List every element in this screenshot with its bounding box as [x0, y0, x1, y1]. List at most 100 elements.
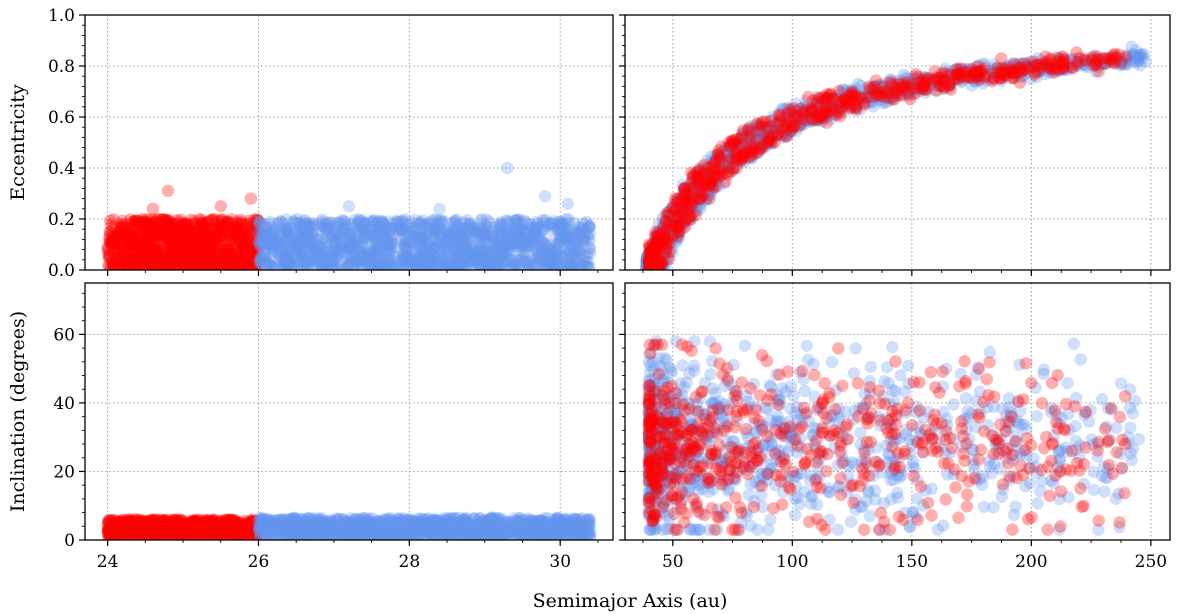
data-point	[238, 236, 252, 249]
data-point	[537, 221, 551, 234]
data-point	[153, 263, 166, 270]
data-point	[249, 251, 262, 264]
data-point	[297, 235, 311, 248]
data-point	[249, 254, 262, 267]
data-point	[374, 259, 388, 270]
data-point	[726, 135, 739, 148]
data-point	[195, 227, 208, 240]
data-point	[250, 228, 263, 241]
data-point	[488, 256, 501, 269]
data-point	[221, 216, 234, 229]
data-point	[171, 249, 185, 262]
data-point	[234, 221, 248, 235]
data-point	[145, 230, 158, 243]
data-point	[252, 263, 265, 270]
data-point	[172, 227, 185, 240]
data-point	[753, 124, 766, 137]
data-point	[412, 231, 426, 244]
data-point	[214, 229, 227, 242]
data-point	[306, 227, 319, 240]
data-point	[248, 213, 261, 226]
data-point	[371, 236, 384, 249]
data-point	[192, 220, 205, 234]
data-point	[223, 234, 236, 247]
data-point	[179, 230, 193, 243]
data-point	[243, 243, 256, 256]
data-point	[212, 259, 226, 270]
data-point	[159, 259, 172, 270]
data-point	[240, 254, 253, 267]
data-point	[247, 261, 260, 270]
data-point	[131, 235, 144, 248]
data-point	[164, 256, 178, 269]
data-point	[201, 236, 215, 249]
data-point	[484, 249, 497, 262]
data-point	[509, 220, 522, 233]
data-point	[229, 224, 242, 237]
data-point	[203, 252, 217, 265]
data-point	[202, 241, 216, 254]
data-point	[179, 241, 193, 254]
data-point	[226, 262, 239, 270]
data-point	[174, 241, 188, 255]
data-point	[130, 261, 143, 270]
data-point	[220, 239, 234, 252]
data-point	[123, 245, 136, 258]
data-point	[224, 224, 237, 237]
data-point	[562, 237, 576, 250]
data-point	[149, 224, 162, 237]
data-point	[519, 224, 532, 237]
data-point	[346, 237, 360, 250]
data-point	[130, 263, 144, 270]
data-point	[169, 223, 182, 237]
data-point	[353, 224, 366, 238]
data-point	[237, 239, 250, 252]
data-point	[200, 244, 213, 258]
data-point	[218, 229, 231, 242]
data-point	[176, 263, 190, 270]
data-point	[107, 261, 120, 270]
data-point	[222, 231, 235, 244]
data-point	[156, 251, 169, 265]
data-point	[129, 214, 142, 227]
data-point	[115, 248, 128, 261]
data-point	[146, 224, 160, 237]
data-point	[238, 259, 252, 270]
data-point	[175, 235, 188, 249]
data-point	[227, 227, 240, 240]
data-point	[275, 234, 288, 247]
data-point	[127, 254, 140, 267]
data-point	[841, 89, 855, 103]
data-point	[144, 222, 157, 236]
data-point	[209, 233, 222, 247]
data-point	[221, 215, 234, 228]
data-point	[402, 260, 415, 270]
data-point	[210, 235, 224, 248]
data-point	[177, 262, 190, 270]
data-point	[393, 219, 406, 233]
data-point	[248, 253, 261, 266]
data-point	[160, 220, 173, 233]
data-point	[174, 232, 188, 245]
data-point	[218, 261, 231, 270]
data-point	[215, 261, 228, 270]
data-point	[107, 241, 121, 254]
data-point	[220, 217, 233, 230]
data-point	[123, 232, 137, 246]
data-point	[216, 213, 229, 227]
data-point	[204, 228, 217, 241]
data-point	[129, 214, 142, 227]
data-point	[559, 223, 572, 236]
data-point	[160, 232, 173, 245]
data-point	[175, 248, 189, 261]
data-point	[235, 256, 249, 269]
data-point	[143, 263, 156, 270]
data-point	[514, 223, 527, 236]
data-point	[535, 247, 548, 260]
data-point	[509, 213, 523, 227]
data-point	[491, 249, 505, 262]
data-point	[131, 215, 144, 228]
data-point	[138, 244, 151, 257]
data-point	[115, 222, 128, 235]
data-point	[136, 229, 150, 242]
